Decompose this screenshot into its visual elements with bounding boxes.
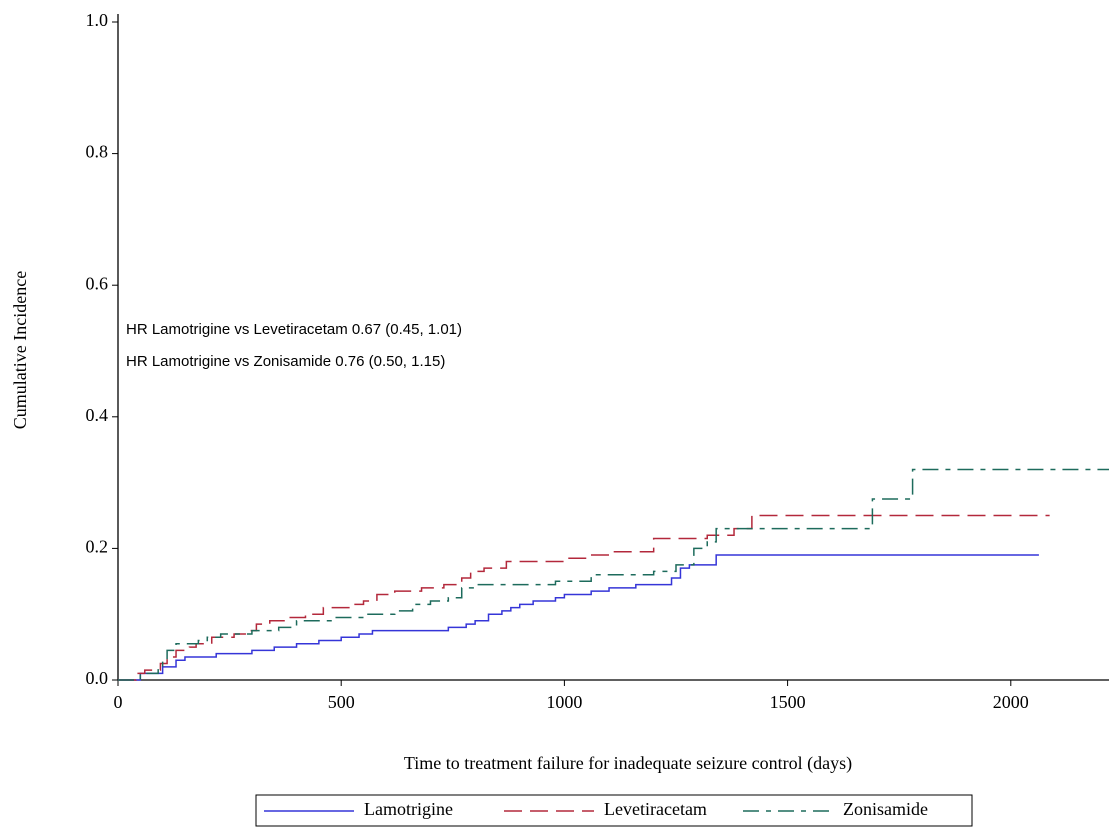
incidence-curve — [118, 468, 1109, 681]
legend-label: Lamotrigine — [364, 799, 453, 819]
x-tick-label: 0 — [114, 692, 123, 712]
x-tick-label: 2000 — [993, 692, 1029, 712]
x-tick-label: 1000 — [546, 692, 582, 712]
y-tick-label: 0.6 — [86, 273, 109, 293]
y-axis-label: Cumulative Incidence — [10, 271, 30, 429]
y-tick-label: 0.8 — [86, 142, 109, 162]
y-tick-label: 0.0 — [86, 668, 109, 688]
y-tick-label: 0.2 — [86, 537, 109, 557]
legend-label: Levetiracetam — [604, 799, 707, 819]
annotation: HR Lamotrigine vs Zonisamide 0.76 (0.50,… — [126, 353, 445, 370]
legend-box — [255, 794, 973, 827]
incidence-curve — [118, 514, 1050, 681]
x-tick-label: 1500 — [770, 692, 806, 712]
x-axis-label: Time to treatment failure for inadequate… — [404, 753, 852, 774]
annotation: HR Lamotrigine vs Levetiracetam 0.67 (0.… — [126, 321, 462, 338]
x-tick-label: 500 — [328, 692, 355, 712]
y-tick-label: 0.4 — [86, 405, 109, 425]
legend-label: Zonisamide — [843, 799, 928, 819]
y-tick-label: 1.0 — [86, 10, 109, 30]
incidence-curve — [118, 554, 1039, 681]
